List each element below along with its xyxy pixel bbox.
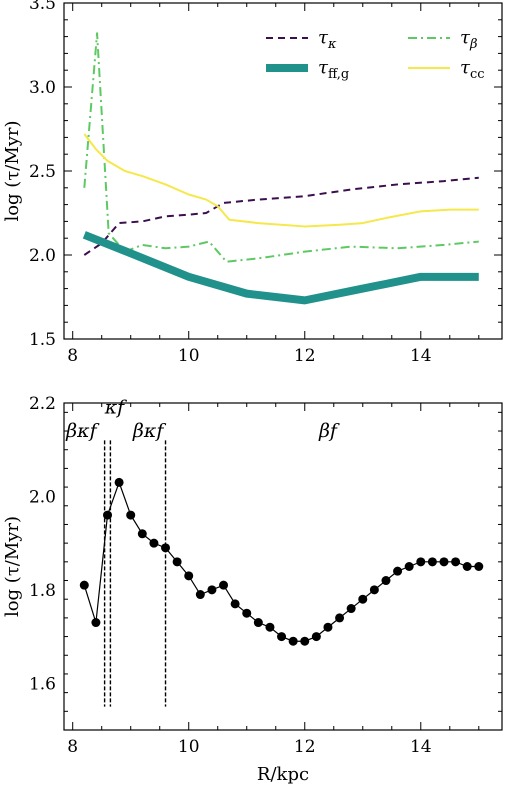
y-axis-label: log (τ/Myr): [2, 120, 23, 221]
x-tick-label: 8: [67, 737, 78, 757]
x-tick-label: 10: [178, 737, 200, 757]
data-point: [277, 632, 287, 642]
x-axis-label: R/kpc: [257, 764, 309, 785]
data-point: [242, 608, 252, 618]
data-point: [161, 543, 171, 553]
data-point: [369, 585, 379, 595]
data-point: [416, 557, 426, 567]
region-label: βκf: [65, 420, 99, 442]
x-tick-label: 14: [410, 737, 432, 757]
data-point: [393, 566, 403, 576]
series-line: [82, 231, 479, 305]
y-tick-label: 1.8: [29, 581, 56, 601]
legend-label: τcc: [460, 57, 485, 82]
plot-frame: [63, 2, 503, 340]
data-point: [474, 562, 484, 571]
data-point: [462, 562, 472, 571]
data-point: [311, 632, 321, 642]
y-tick-label: 2.2: [29, 394, 56, 414]
region-label: βf: [318, 420, 340, 442]
data-point: [137, 529, 147, 539]
y-tick-label: 2.0: [29, 487, 56, 507]
x-tick-label: 12: [294, 737, 316, 757]
plot-area: [79, 477, 484, 646]
y-tick-label: 3.0: [29, 78, 56, 98]
x-tick-label: 12: [294, 346, 316, 366]
y-tick-label: 1.6: [29, 674, 56, 694]
data-point: [230, 599, 240, 609]
data-point: [404, 562, 414, 571]
plot-frame: [63, 402, 503, 731]
region-label: βκf: [132, 420, 166, 442]
y-tick-label: 3.5: [29, 0, 56, 14]
data-point: [300, 636, 310, 646]
x-tick-label: 14: [410, 346, 432, 366]
data-point: [335, 613, 345, 623]
legend-label: τβ: [460, 27, 477, 52]
data-point: [346, 604, 356, 614]
data-point: [195, 590, 205, 600]
x-tick-label: 10: [178, 346, 200, 366]
data-point: [149, 538, 159, 548]
series-line: [83, 176, 479, 256]
data-point: [288, 636, 298, 646]
y-tick-label: 2.0: [29, 246, 56, 266]
bottom-panel: 8 10 12 14 1.6 1.8 2.0 2.2 log (τ/Myr) R/kpc βκfκf…: [2, 394, 503, 785]
legend-label: τκ: [318, 27, 337, 52]
data-point: [323, 622, 333, 632]
data-point: [79, 580, 89, 590]
data-point: [439, 557, 449, 567]
y-tick-label: 1.5: [29, 330, 56, 350]
series-line: [83, 133, 479, 228]
data-point: [253, 618, 263, 628]
legend: τκ τβ τff,g τcc: [266, 27, 485, 82]
y-tick-label: 2.5: [29, 162, 56, 182]
data-point: [219, 580, 229, 590]
data-point: [427, 557, 437, 567]
plot-area: [82, 32, 479, 305]
data-point: [114, 477, 124, 487]
data-point: [207, 585, 217, 595]
data-point: [451, 557, 461, 567]
data-point: [381, 576, 391, 586]
data-point: [172, 557, 182, 567]
region-label: κf: [104, 397, 127, 419]
data-point: [126, 510, 136, 520]
data-point: [184, 571, 194, 581]
x-tick-label: 8: [67, 346, 78, 366]
data-point: [91, 618, 101, 628]
y-axis-label: log (τ/Myr): [2, 516, 23, 617]
legend-label: τff,g: [318, 57, 349, 82]
data-point: [358, 594, 368, 604]
series-line: [83, 32, 479, 263]
top-panel: 8 10 12 14 1.5 2.0 2.5 3.0 3.5 log (τ/Myr) τκ τβ τff…: [2, 0, 503, 366]
data-point: [265, 622, 275, 632]
